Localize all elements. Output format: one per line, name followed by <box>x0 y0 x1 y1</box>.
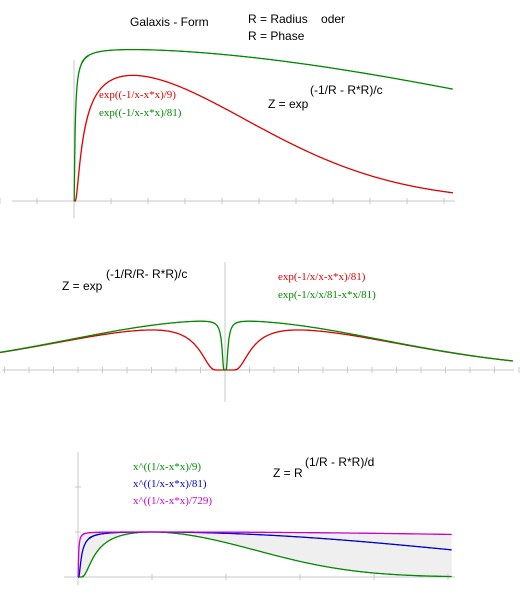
panel-1-curve-green-right <box>73 48 453 201</box>
panel-1-equation-exponent: (-1/R - R*R)/c <box>310 83 383 97</box>
panel-2-curve-red-left <box>0 329 225 371</box>
panel-2-ticks <box>4 367 520 373</box>
panel-3-equation-base: Z = R <box>273 466 303 480</box>
panel-1-legend-green: exp((-1/x-x*x)/81) <box>99 107 182 119</box>
panel-2-legend-green: exp(-1/x/x/81-x*x/81) <box>278 289 376 301</box>
panel-1-ticks <box>0 198 445 204</box>
header-line-radius: R = Radius oder <box>248 12 345 26</box>
panel-3-shaded-region <box>78 532 452 577</box>
panel-3: x^((1/x-x*x)/9) x^((1/x-x*x)/81) x^((1/x… <box>64 452 455 585</box>
panel-2-equation-base: Z = exp <box>62 279 103 293</box>
header-line-phase: R = Phase <box>248 29 305 43</box>
panel-2-curve-green-right <box>225 320 514 371</box>
panel-1-curves <box>73 48 453 202</box>
panel-3-ticks <box>75 486 449 580</box>
panel-3-legend-blue: x^((1/x-x*x)/81) <box>133 478 207 490</box>
panel-3-equation-exponent: (1/R - R*R)/d <box>305 455 374 469</box>
panel-3-curve-green <box>78 531 452 578</box>
panel-2: Z = exp (-1/R/R- R*R)/c exp(-1/x/x-x*x)/… <box>0 262 520 402</box>
panel-2-curves <box>0 320 514 371</box>
panel-3-curve-magenta <box>77 531 452 577</box>
panel-3-legend-green: x^((1/x-x*x)/9) <box>133 461 201 473</box>
panel-2-curve-green-left <box>0 320 225 371</box>
panel-1-curve-red-right <box>74 74 453 202</box>
figure-title: Galaxis - Form <box>130 15 209 29</box>
panel-1-equation-base: Z = exp <box>268 97 309 111</box>
panel-3-curves <box>77 531 452 578</box>
panel-1: exp((-1/x-x*x)/9) exp((-1/x-x*x)/81) Z =… <box>0 48 455 218</box>
panel-3-legend-magenta: x^((1/x-x*x)/729) <box>133 495 212 507</box>
panel-2-equation-exponent: (-1/R/R- R*R)/c <box>106 267 187 281</box>
panel-2-curve-red-right <box>225 329 514 371</box>
panel-1-legend-red: exp((-1/x-x*x)/9) <box>99 89 176 101</box>
panel-2-legend-red: exp(-1/x/x-x*x)/81) <box>278 271 366 283</box>
